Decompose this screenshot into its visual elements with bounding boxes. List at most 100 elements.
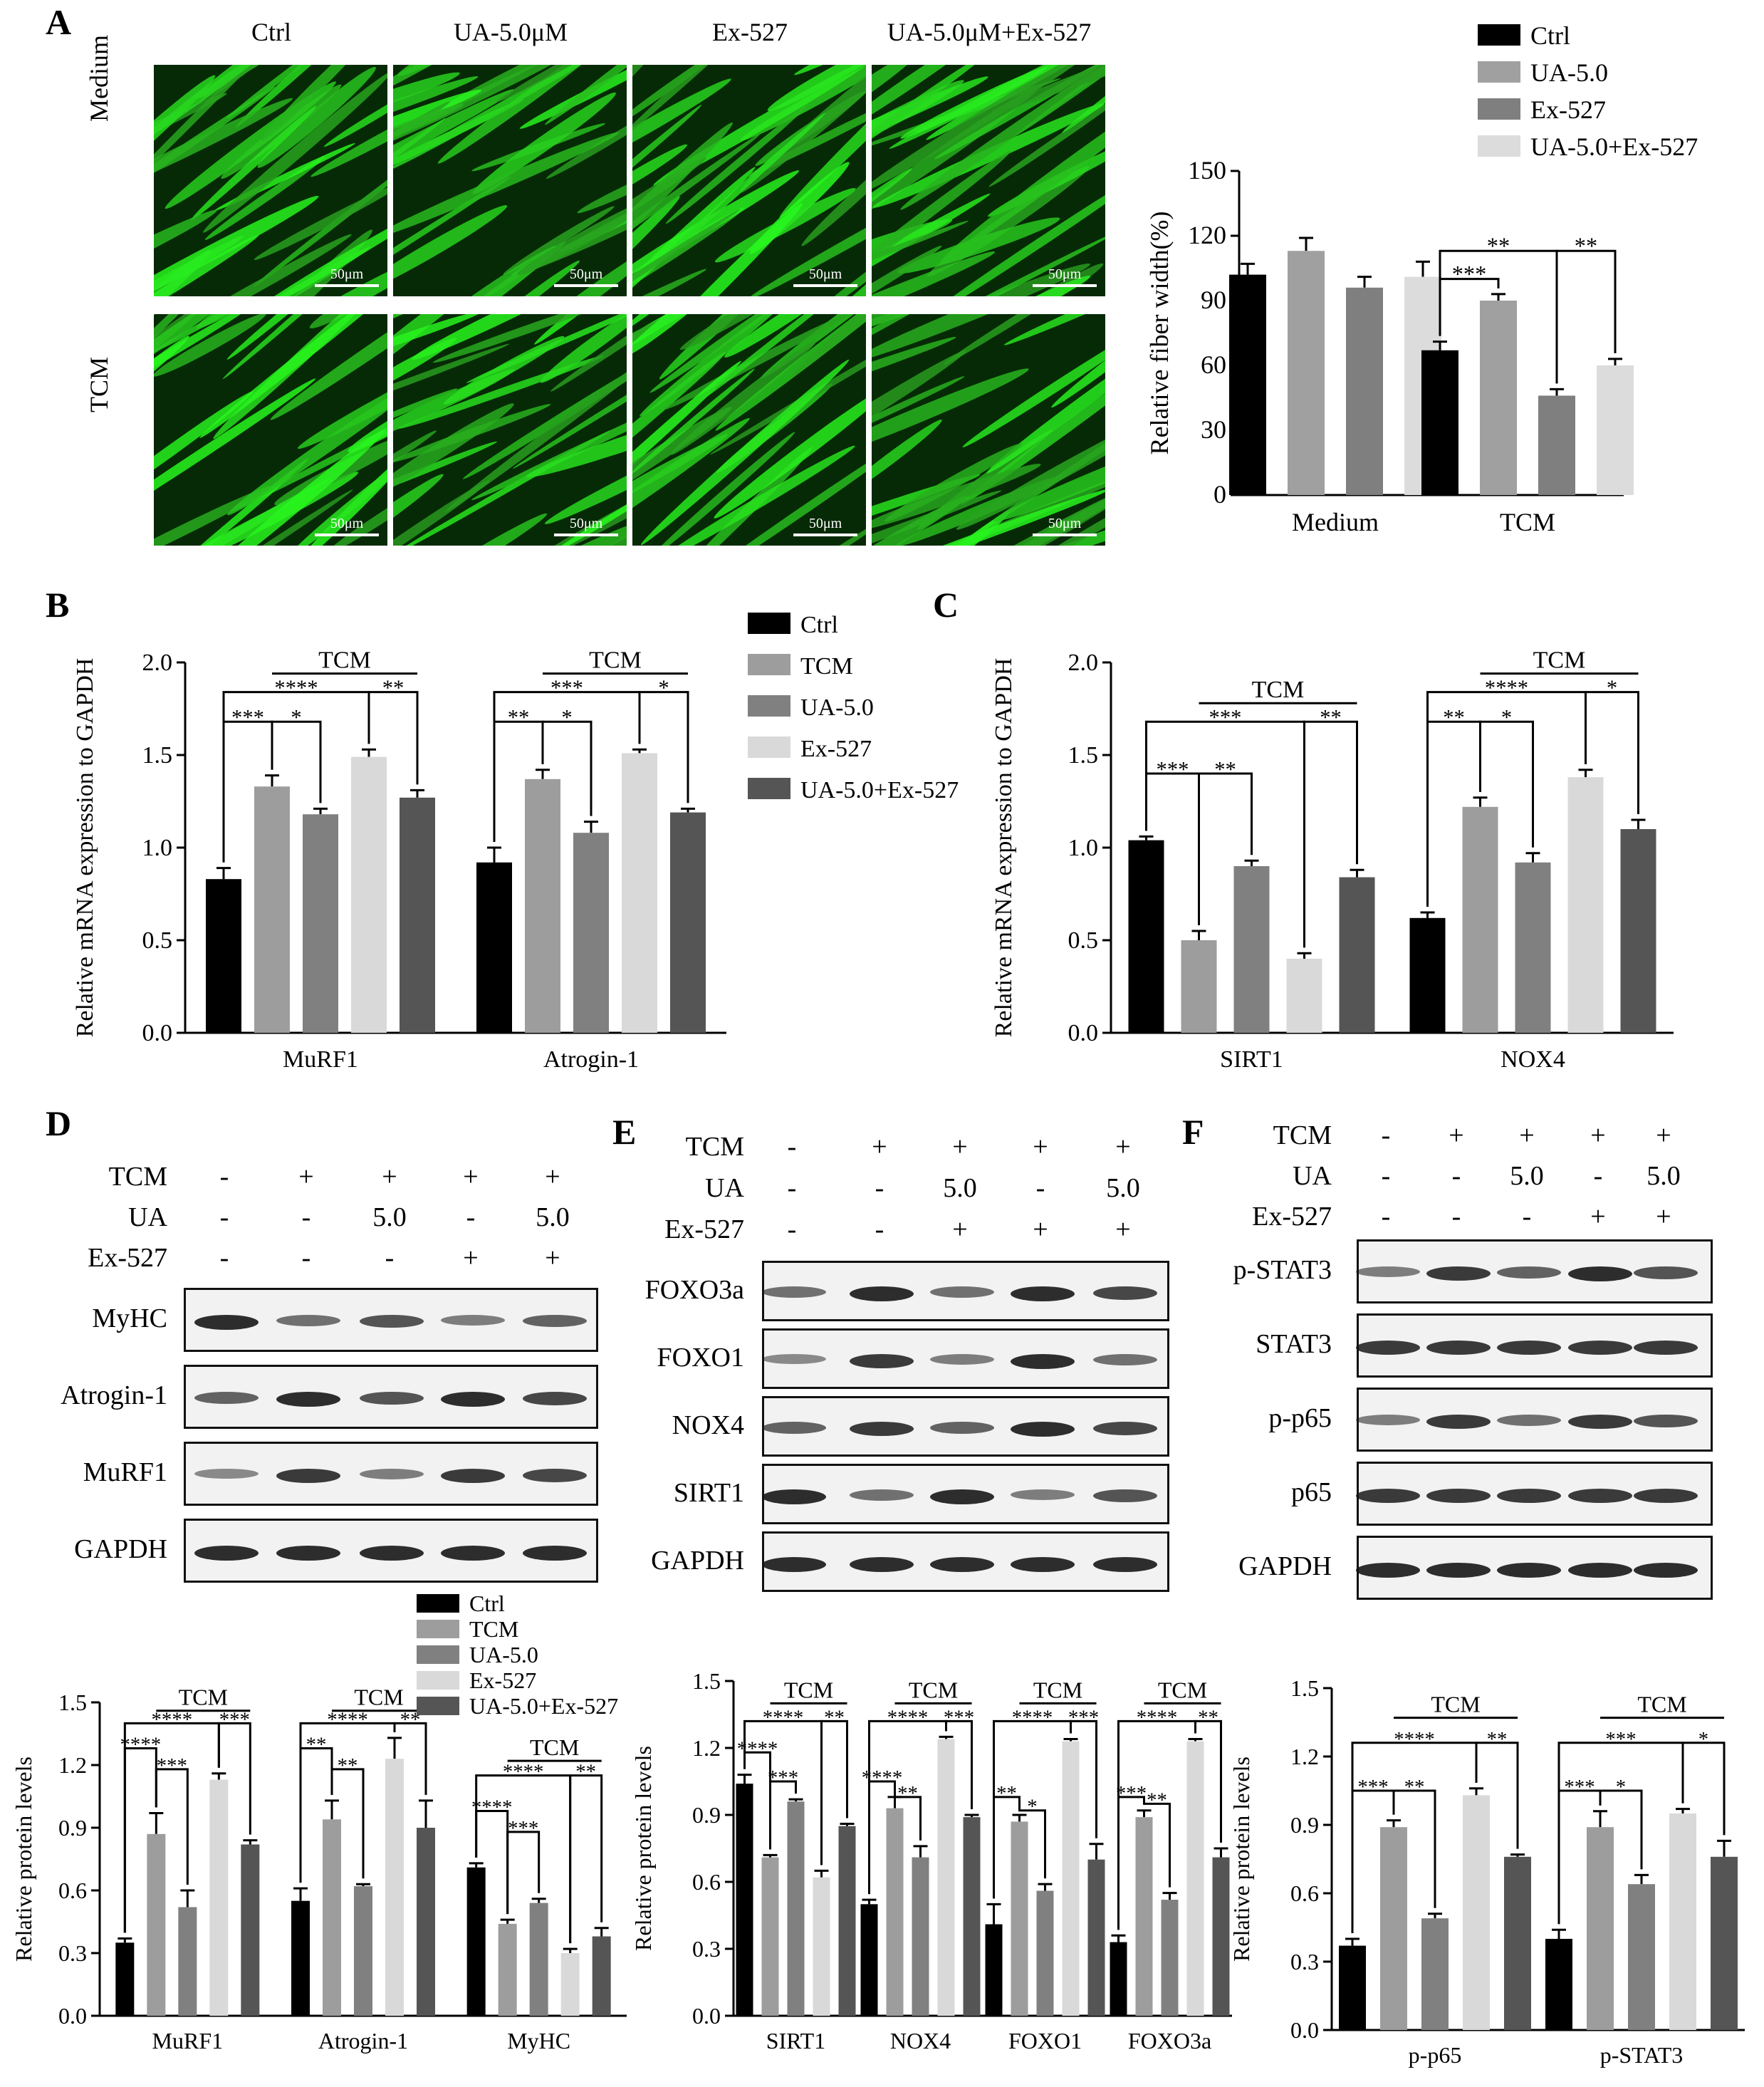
y-tick-label: 0 [1214, 480, 1226, 509]
bar [529, 1903, 548, 2016]
blot-band [850, 1489, 914, 1501]
treatment-sign: + [1590, 1120, 1606, 1150]
blot-band [1093, 1489, 1157, 1502]
blot-band [1634, 1415, 1698, 1427]
blot-band [1497, 1489, 1561, 1503]
significance-stars: *** [1605, 1728, 1636, 1751]
bar [400, 797, 435, 1033]
x-tick-label: SIRT1 [1220, 1046, 1283, 1073]
blot-strip [1356, 1313, 1713, 1378]
myotube-fiber [1003, 314, 1105, 345]
blot-row-label: NOX4 [672, 1410, 744, 1440]
blot-band [194, 1546, 259, 1561]
blot-band [1568, 1415, 1632, 1429]
myotube-fiber [226, 65, 380, 119]
treatment-label: TCM [108, 1162, 167, 1192]
significance-stars: **** [503, 1761, 544, 1784]
legend-label: Ex-527 [800, 736, 872, 762]
myotube-fiber [650, 113, 826, 269]
myotube-fiber [443, 335, 565, 405]
y-tick-label: 0.9 [1290, 1812, 1319, 1838]
blot-band [360, 1392, 424, 1405]
blot-band [850, 1556, 914, 1572]
blot-band [850, 1353, 914, 1368]
myotube-fiber [872, 220, 969, 286]
scale-bar: 50μm [793, 266, 857, 287]
blot-strip [184, 1365, 598, 1429]
myotube-fiber [250, 209, 387, 296]
y-tick-label: 0.0 [692, 2003, 721, 2029]
significance-stars: ** [897, 1782, 918, 1805]
bar [1339, 1945, 1366, 2030]
blot-band [1356, 1415, 1420, 1425]
myotube-fiber [941, 95, 1105, 261]
col-title-ctrl: Ctrl [251, 18, 291, 46]
significance-stars: * [1501, 705, 1512, 729]
blot-band [1634, 1563, 1698, 1578]
blot-band [1011, 1489, 1075, 1500]
treatment-sign: + [872, 1132, 887, 1162]
myotube-fiber [900, 66, 1048, 139]
x-tick-label: FOXO3a [1128, 2028, 1211, 2054]
myotube-fiber [1051, 314, 1105, 408]
bar [573, 833, 609, 1033]
myotube-fiber [872, 233, 1105, 296]
significance-stars: **** [763, 1706, 804, 1729]
significance-stars: **** [120, 1734, 162, 1756]
significance-stars: ** [1487, 234, 1510, 259]
myotube-fiber [472, 92, 616, 194]
blot-row-label: GAPDH [651, 1545, 744, 1576]
significance-bracket [393, 1722, 427, 1795]
myotube-fiber [679, 314, 862, 350]
blot-row-label: GAPDH [1238, 1551, 1332, 1581]
treatment-sign: - [875, 1173, 884, 1203]
blot-band [762, 1556, 826, 1572]
y-tick-label: 0.3 [58, 1940, 87, 1966]
blot-band [194, 1469, 259, 1479]
myotube-fiber [632, 417, 750, 546]
myotube-fiber [693, 436, 866, 546]
blot-row-label: MuRF1 [83, 1457, 167, 1487]
blot-row-label: Atrogin-1 [61, 1380, 167, 1410]
treatment-sign: 5.0 [1646, 1161, 1681, 1191]
treatment-sign: + [1449, 1120, 1464, 1150]
significance-stars: **** [471, 1796, 513, 1819]
x-tick-label: MuRF1 [283, 1046, 358, 1073]
blot-row-label: MyHC [92, 1303, 167, 1333]
treatment-sign: - [219, 1202, 229, 1232]
myotube-fiber [632, 134, 760, 265]
legend-swatch [417, 1620, 459, 1638]
bar [1233, 866, 1270, 1033]
micrograph-0-1: 50μm [391, 63, 629, 298]
treatment-sign: + [545, 1162, 560, 1192]
significance-stars: *** [157, 1754, 187, 1777]
bar [1128, 840, 1164, 1033]
blot-band [1497, 1415, 1561, 1426]
significance-stars: ** [1575, 234, 1597, 259]
scale-bar: 50μm [315, 266, 379, 287]
legend-label: Ctrl [800, 612, 838, 638]
treatment-sign: 5.0 [1510, 1161, 1544, 1191]
bar [1504, 1856, 1531, 2030]
myotube-fiber [444, 352, 627, 512]
treatment-sign: + [1033, 1132, 1048, 1162]
myotube-fiber [222, 314, 387, 380]
myotube-fiber [516, 197, 627, 276]
myotube-fiber [499, 244, 627, 296]
myotube-fiber [716, 512, 866, 546]
blot-band [1093, 1556, 1157, 1572]
treatment-label: TCM [685, 1132, 744, 1162]
treatment-label: Ex-527 [88, 1243, 167, 1273]
blot-band [850, 1286, 914, 1301]
myotube-fiber [632, 65, 789, 145]
significance-stars: *** [219, 1708, 250, 1731]
bar [1186, 1741, 1204, 2016]
bar [1161, 1900, 1179, 2016]
myotube-fiber [872, 150, 1011, 280]
significance-bracket [769, 1780, 797, 1850]
significance-stars: * [1616, 1776, 1626, 1799]
myotube-fiber [991, 65, 1105, 113]
scale-bar: 50μm [554, 516, 618, 536]
myotube-fiber [724, 314, 850, 358]
treatment-sign: - [787, 1173, 797, 1203]
